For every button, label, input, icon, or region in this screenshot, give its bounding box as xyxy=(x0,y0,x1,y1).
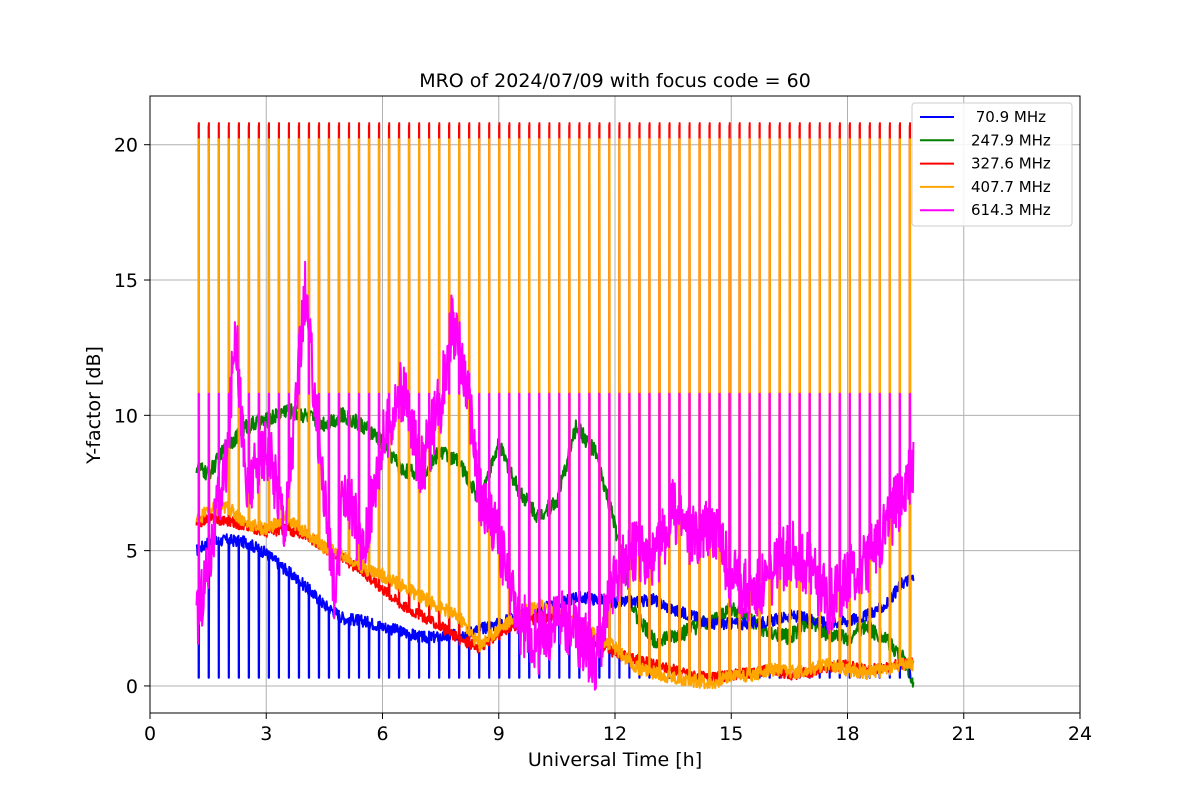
legend-label: 407.7 MHz xyxy=(971,178,1051,196)
x-tick-label: 15 xyxy=(719,723,743,745)
x-tick-label: 21 xyxy=(952,723,976,745)
y-axis-ticks: 0 5 10 15 20 xyxy=(114,135,150,698)
legend-box xyxy=(911,102,1073,227)
plot-area xyxy=(195,122,915,691)
y-axis-label: Y-factor [dB] xyxy=(83,346,105,465)
x-tick-label: 24 xyxy=(1068,723,1092,745)
series-line xyxy=(195,403,915,688)
x-tick-label: 6 xyxy=(376,723,388,745)
y-tick-label: 0 xyxy=(126,676,138,698)
legend-label: 614.3 MHz xyxy=(971,201,1051,219)
x-axis-label: Universal Time [h] xyxy=(528,749,702,771)
x-tick-label: 0 xyxy=(144,723,156,745)
series-line xyxy=(195,260,915,691)
y-tick-label: 15 xyxy=(114,270,138,292)
y-tick-label: 20 xyxy=(114,135,138,157)
x-tick-label: 3 xyxy=(260,723,272,745)
legend-label: 327.6 MHz xyxy=(971,155,1051,173)
legend-label: 70.9 MHz xyxy=(971,108,1046,126)
x-tick-label: 12 xyxy=(603,723,627,745)
x-axis-ticks: 0 3 6 9 12 15 18 21 24 xyxy=(144,713,1092,745)
chart-title: MRO of 2024/07/09 with focus code = 60 xyxy=(419,70,811,92)
y-tick-label: 10 xyxy=(114,405,138,427)
series-line xyxy=(195,122,915,684)
legend-label: 247.9 MHz xyxy=(971,131,1051,149)
y-tick-label: 5 xyxy=(126,541,138,563)
x-tick-label: 9 xyxy=(493,723,505,745)
x-tick-label: 18 xyxy=(835,723,859,745)
legend: 70.9 MHz 247.9 MHz 327.6 MHz 407.7 MHz 614.3… xyxy=(911,102,1073,227)
